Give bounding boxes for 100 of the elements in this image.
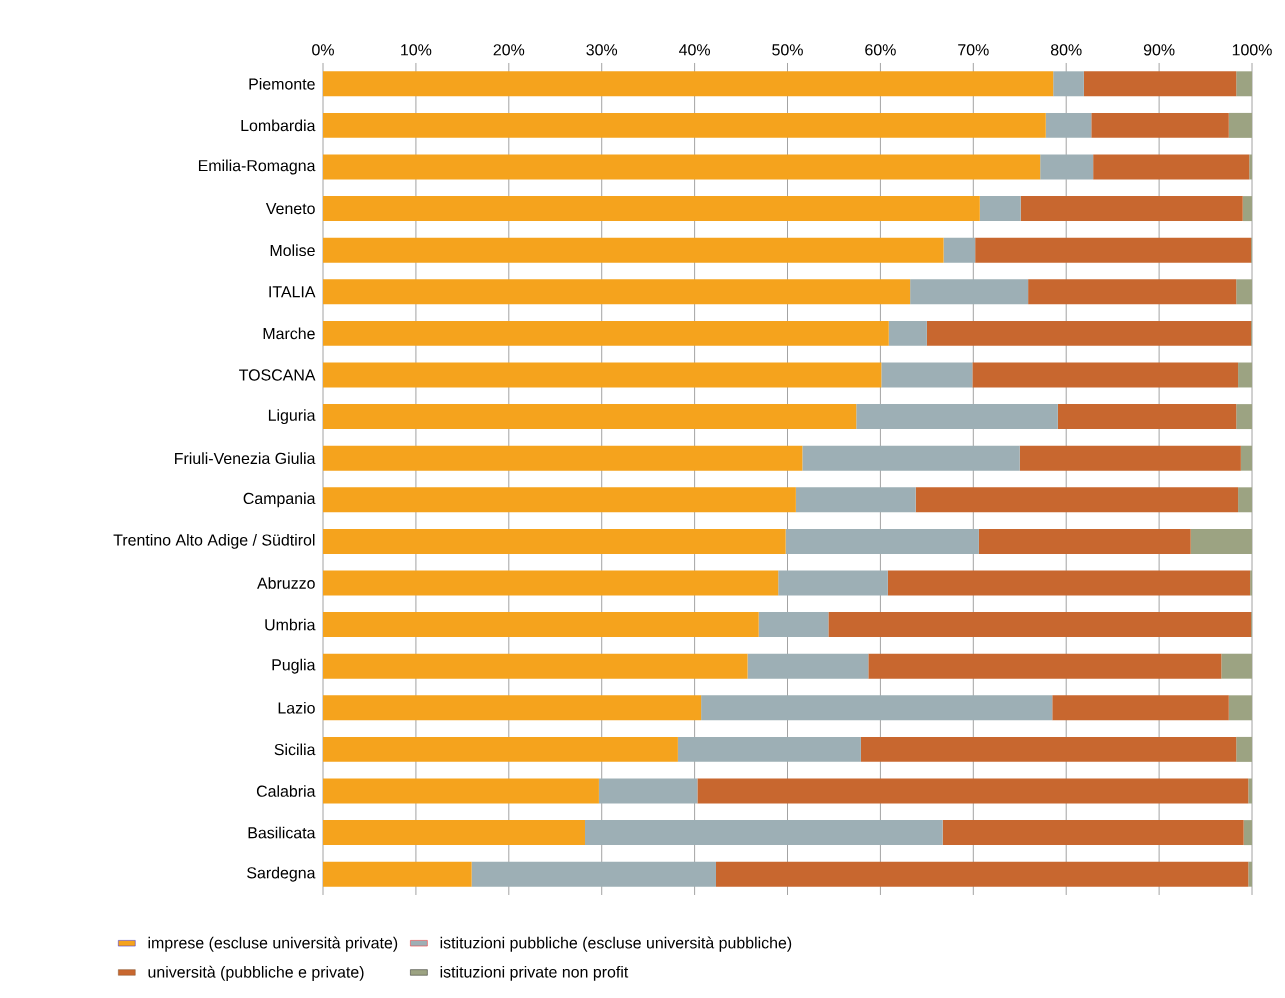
- bar: [323, 279, 911, 305]
- y-tick-label: Friuli-Venezia Giulia: [175, 452, 316, 465]
- bar: [910, 279, 1029, 305]
- bar: [860, 736, 1237, 762]
- y-tick-label: Abruzzo: [257, 577, 315, 589]
- bar: [1045, 112, 1092, 138]
- bar: [1040, 154, 1094, 180]
- bar: [972, 362, 1239, 388]
- bar: [1228, 112, 1253, 138]
- bar: [1221, 653, 1253, 679]
- bar: [881, 362, 973, 388]
- bar: [1091, 112, 1229, 138]
- y-tick-label: Emilia-Romagna: [198, 159, 316, 175]
- bar: [598, 778, 698, 804]
- y-tick-label: Trentino Alto Adige / Südtirol: [113, 533, 315, 549]
- bar: [1238, 362, 1253, 388]
- bar: [323, 653, 748, 679]
- x-tick-label: 20%: [493, 44, 525, 56]
- legend-label: istituzioni private non profit: [440, 965, 629, 981]
- bar: [1028, 279, 1237, 305]
- bar: [747, 653, 869, 679]
- bar: [697, 778, 1249, 804]
- bar: [975, 237, 1252, 263]
- bar: [1243, 820, 1253, 846]
- bar: [323, 487, 796, 513]
- y-tick-label: TOSCANA: [239, 369, 316, 381]
- bar: [868, 653, 1222, 679]
- bar: [677, 736, 861, 762]
- x-tick-label: 80%: [1050, 44, 1082, 56]
- y-tick-label: Veneto: [265, 203, 315, 215]
- bar: [584, 820, 943, 846]
- bar: [795, 487, 916, 513]
- bar: [1190, 528, 1253, 554]
- y-tick-label: Lombardia: [241, 119, 316, 132]
- bar: [323, 237, 944, 263]
- bar: [979, 196, 1021, 222]
- bar: [1236, 71, 1253, 97]
- bar: [323, 861, 472, 887]
- bar: [323, 320, 889, 346]
- y-tick-label: Umbria: [265, 618, 316, 631]
- x-tick-label: 60%: [865, 44, 896, 56]
- bar: [323, 570, 779, 596]
- y-tick-label: Piemonte: [249, 77, 315, 90]
- bar: [323, 196, 980, 222]
- bar: [323, 528, 786, 554]
- bar: [1093, 154, 1250, 180]
- bar: [1248, 778, 1253, 804]
- y-tick-label: Lazio: [278, 701, 315, 714]
- bar: [802, 445, 1020, 471]
- y-tick-label: Liguria: [268, 409, 316, 425]
- bar: [915, 487, 1239, 513]
- bar: [888, 320, 927, 346]
- bar: [1019, 445, 1241, 471]
- legend-label: imprese (escluse università private): [148, 936, 398, 952]
- bar: [1248, 861, 1253, 887]
- x-tick-label: 50%: [772, 44, 803, 56]
- bar: [758, 612, 829, 638]
- bar: [978, 528, 1191, 554]
- y-tick-label: Sicilia: [274, 743, 316, 756]
- bar: [1053, 71, 1084, 97]
- x-tick-label: 10%: [401, 44, 432, 56]
- bar: [471, 861, 716, 887]
- bar: [1052, 695, 1229, 721]
- bar: [1236, 736, 1253, 762]
- x-tick-label: 70%: [958, 44, 989, 56]
- bar: [323, 612, 759, 638]
- x-tick-label: 100%: [1232, 44, 1272, 56]
- bar: [828, 612, 1252, 638]
- bar: [1242, 196, 1253, 222]
- bar: [323, 445, 803, 471]
- bar: [926, 320, 1252, 346]
- bar: [1249, 154, 1253, 180]
- bar: [785, 528, 979, 554]
- y-tick-label: Molise: [270, 244, 315, 257]
- y-tick-label: Campania: [243, 492, 316, 508]
- bar: [1057, 404, 1237, 430]
- bar: [1020, 196, 1243, 222]
- x-tick-label: 90%: [1143, 44, 1175, 56]
- bar: [856, 404, 1058, 430]
- bar: [323, 695, 702, 721]
- bar: [323, 362, 882, 388]
- bar: [323, 778, 599, 804]
- x-tick-label: 30%: [586, 44, 618, 56]
- bar: [323, 736, 678, 762]
- y-tick-label: Marche: [263, 327, 315, 340]
- bar: [943, 237, 976, 263]
- bar: [1236, 404, 1253, 430]
- bar: [701, 695, 1053, 721]
- bar: [323, 404, 857, 430]
- bar: [715, 861, 1249, 887]
- x-tick-label: 40%: [679, 44, 710, 56]
- bar: [1228, 695, 1253, 721]
- bar: [1238, 487, 1253, 513]
- y-tick-label: ITALIA: [269, 286, 316, 298]
- y-tick-label: Sardegna: [247, 866, 316, 882]
- y-tick-label: Puglia: [272, 658, 316, 674]
- bar: [323, 112, 1046, 138]
- x-tick-label: 0%: [312, 44, 334, 56]
- bar: [323, 820, 585, 846]
- y-tick-label: Calabria: [256, 785, 316, 797]
